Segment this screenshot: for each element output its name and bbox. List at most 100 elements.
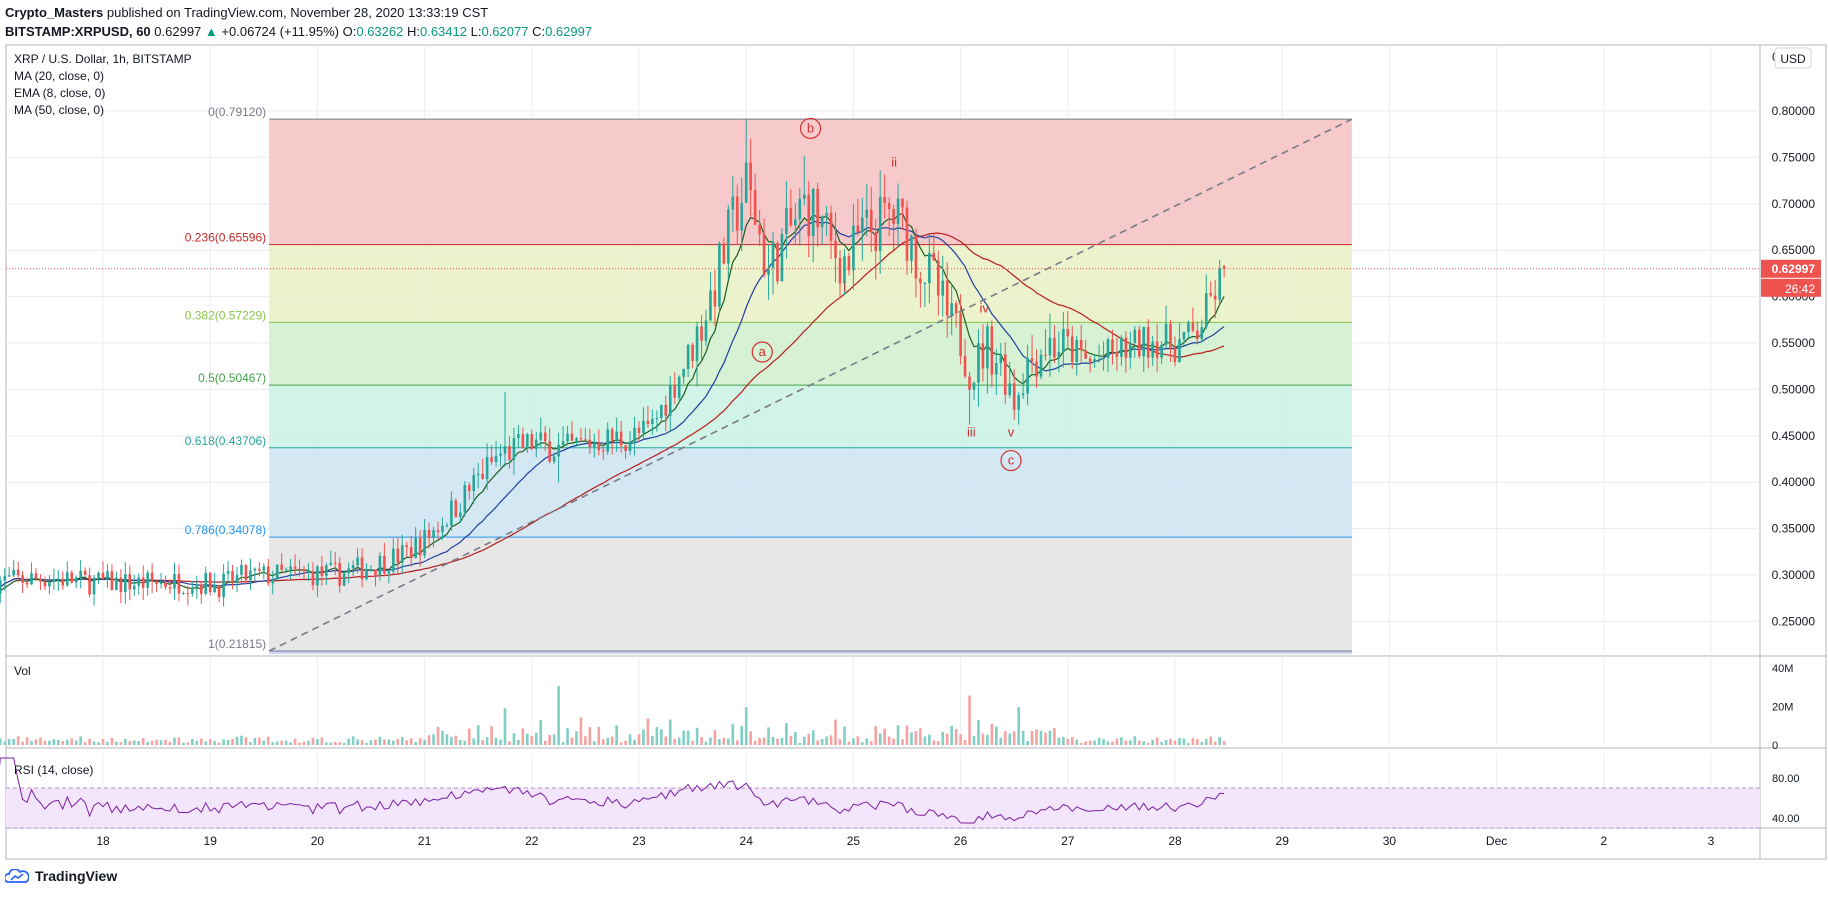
volume-bar [128, 741, 132, 745]
candle-body [945, 280, 949, 316]
candle-body [1204, 293, 1208, 328]
candle-body [1146, 327, 1150, 358]
volume-bar [146, 741, 149, 745]
candle-body [646, 420, 650, 424]
volume-bar [829, 735, 833, 745]
candle-body [660, 404, 663, 418]
candle-body [869, 209, 873, 233]
volume-bar [240, 735, 243, 745]
rsi-legend[interactable]: RSI (14, close) [14, 763, 94, 777]
candle-body [682, 368, 685, 377]
candle-body [700, 326, 703, 341]
candle-body [204, 572, 208, 594]
candle-body [892, 209, 895, 225]
rsi-band [6, 788, 1760, 828]
volume-legend[interactable]: Vol [14, 664, 31, 678]
author-name[interactable]: Crypto_Masters [5, 5, 104, 20]
candle-body [83, 570, 87, 576]
candle-body [767, 268, 770, 275]
candle-body [1169, 323, 1172, 348]
candle-body [1057, 351, 1061, 358]
candle-body [503, 446, 507, 454]
volume-bar [624, 740, 627, 745]
candle-body [543, 432, 547, 442]
volume-bar [1191, 738, 1195, 745]
legend-title[interactable]: XRP / U.S. Dollar, 1h, BITSTAMP [14, 52, 192, 66]
candle-body [244, 565, 248, 581]
volume-bar [1124, 740, 1128, 745]
candle-body [360, 557, 364, 580]
volume-bar [0, 738, 2, 745]
volume-bar [1187, 742, 1190, 745]
volume-bar [173, 737, 176, 745]
candle-body [1213, 295, 1217, 300]
volume-bar [825, 736, 828, 745]
volume-bar [945, 733, 949, 745]
candle-body [16, 569, 20, 576]
candle-body [405, 545, 409, 548]
candle-body [619, 431, 623, 446]
volume-bar [333, 741, 337, 745]
volume-bar [579, 717, 583, 745]
volume-bar [191, 739, 194, 745]
volume-bar [807, 733, 811, 745]
volume-bar [1026, 740, 1029, 745]
volume-bar [660, 729, 663, 745]
candle-body [378, 555, 382, 576]
currency-label: USD [1780, 52, 1806, 66]
volume-bar [508, 741, 511, 745]
candle-body [329, 562, 333, 566]
candle-body [1124, 337, 1128, 358]
candle-body [588, 439, 592, 448]
candle-body [762, 234, 766, 275]
candle-body [396, 548, 400, 563]
candle-body [253, 568, 257, 571]
volume-bar [606, 737, 610, 745]
volume-bar [1160, 742, 1163, 745]
candle-body [284, 569, 288, 571]
candle-body [467, 485, 471, 491]
candle-body [289, 566, 292, 570]
volume-bar [338, 742, 342, 745]
candle-body [1133, 329, 1137, 343]
close-value: 0.62997 [545, 24, 593, 39]
candle-body [92, 577, 96, 595]
volume-bar [878, 733, 882, 745]
legend-ema8[interactable]: EMA (8, close, 0) [14, 86, 106, 100]
candle-body [1026, 358, 1029, 394]
volume-bar [1062, 736, 1065, 745]
volume-bar [1146, 742, 1150, 745]
volume-bar [619, 742, 623, 745]
candle-body [584, 439, 587, 441]
volume-bar [901, 739, 904, 745]
candle-body [548, 441, 551, 462]
volume-bar [34, 739, 38, 745]
legend-ma50[interactable]: MA (50, close, 0) [14, 103, 105, 117]
volume-bar [1048, 730, 1052, 745]
candle-body [463, 485, 467, 513]
candle-body [490, 457, 493, 462]
legend-ma20[interactable]: MA (20, close, 0) [14, 69, 105, 83]
volume-bar [610, 736, 614, 745]
candle-body [561, 441, 565, 445]
candle-body [445, 525, 449, 527]
volume-bar [932, 740, 936, 745]
tradingview-logo[interactable]: TradingView [5, 868, 117, 884]
chart-header: Crypto_Masters published on TradingView.… [5, 3, 592, 43]
candle-body [351, 565, 355, 569]
candle-body [919, 278, 922, 284]
wave-label: a [759, 344, 767, 359]
volume-bar [1084, 741, 1087, 745]
volume-tick-label: 40M [1772, 663, 1793, 675]
candle-body [432, 530, 435, 539]
candle-body [1079, 339, 1083, 351]
y-tick-label: 0.70000 [1772, 197, 1816, 211]
volume-bar [231, 739, 234, 745]
candle-body [1142, 327, 1146, 357]
volume-bar [57, 740, 60, 745]
candle-body [275, 564, 279, 580]
candle-body [664, 404, 668, 416]
candle-body [1120, 337, 1123, 357]
candle-body [838, 258, 842, 284]
